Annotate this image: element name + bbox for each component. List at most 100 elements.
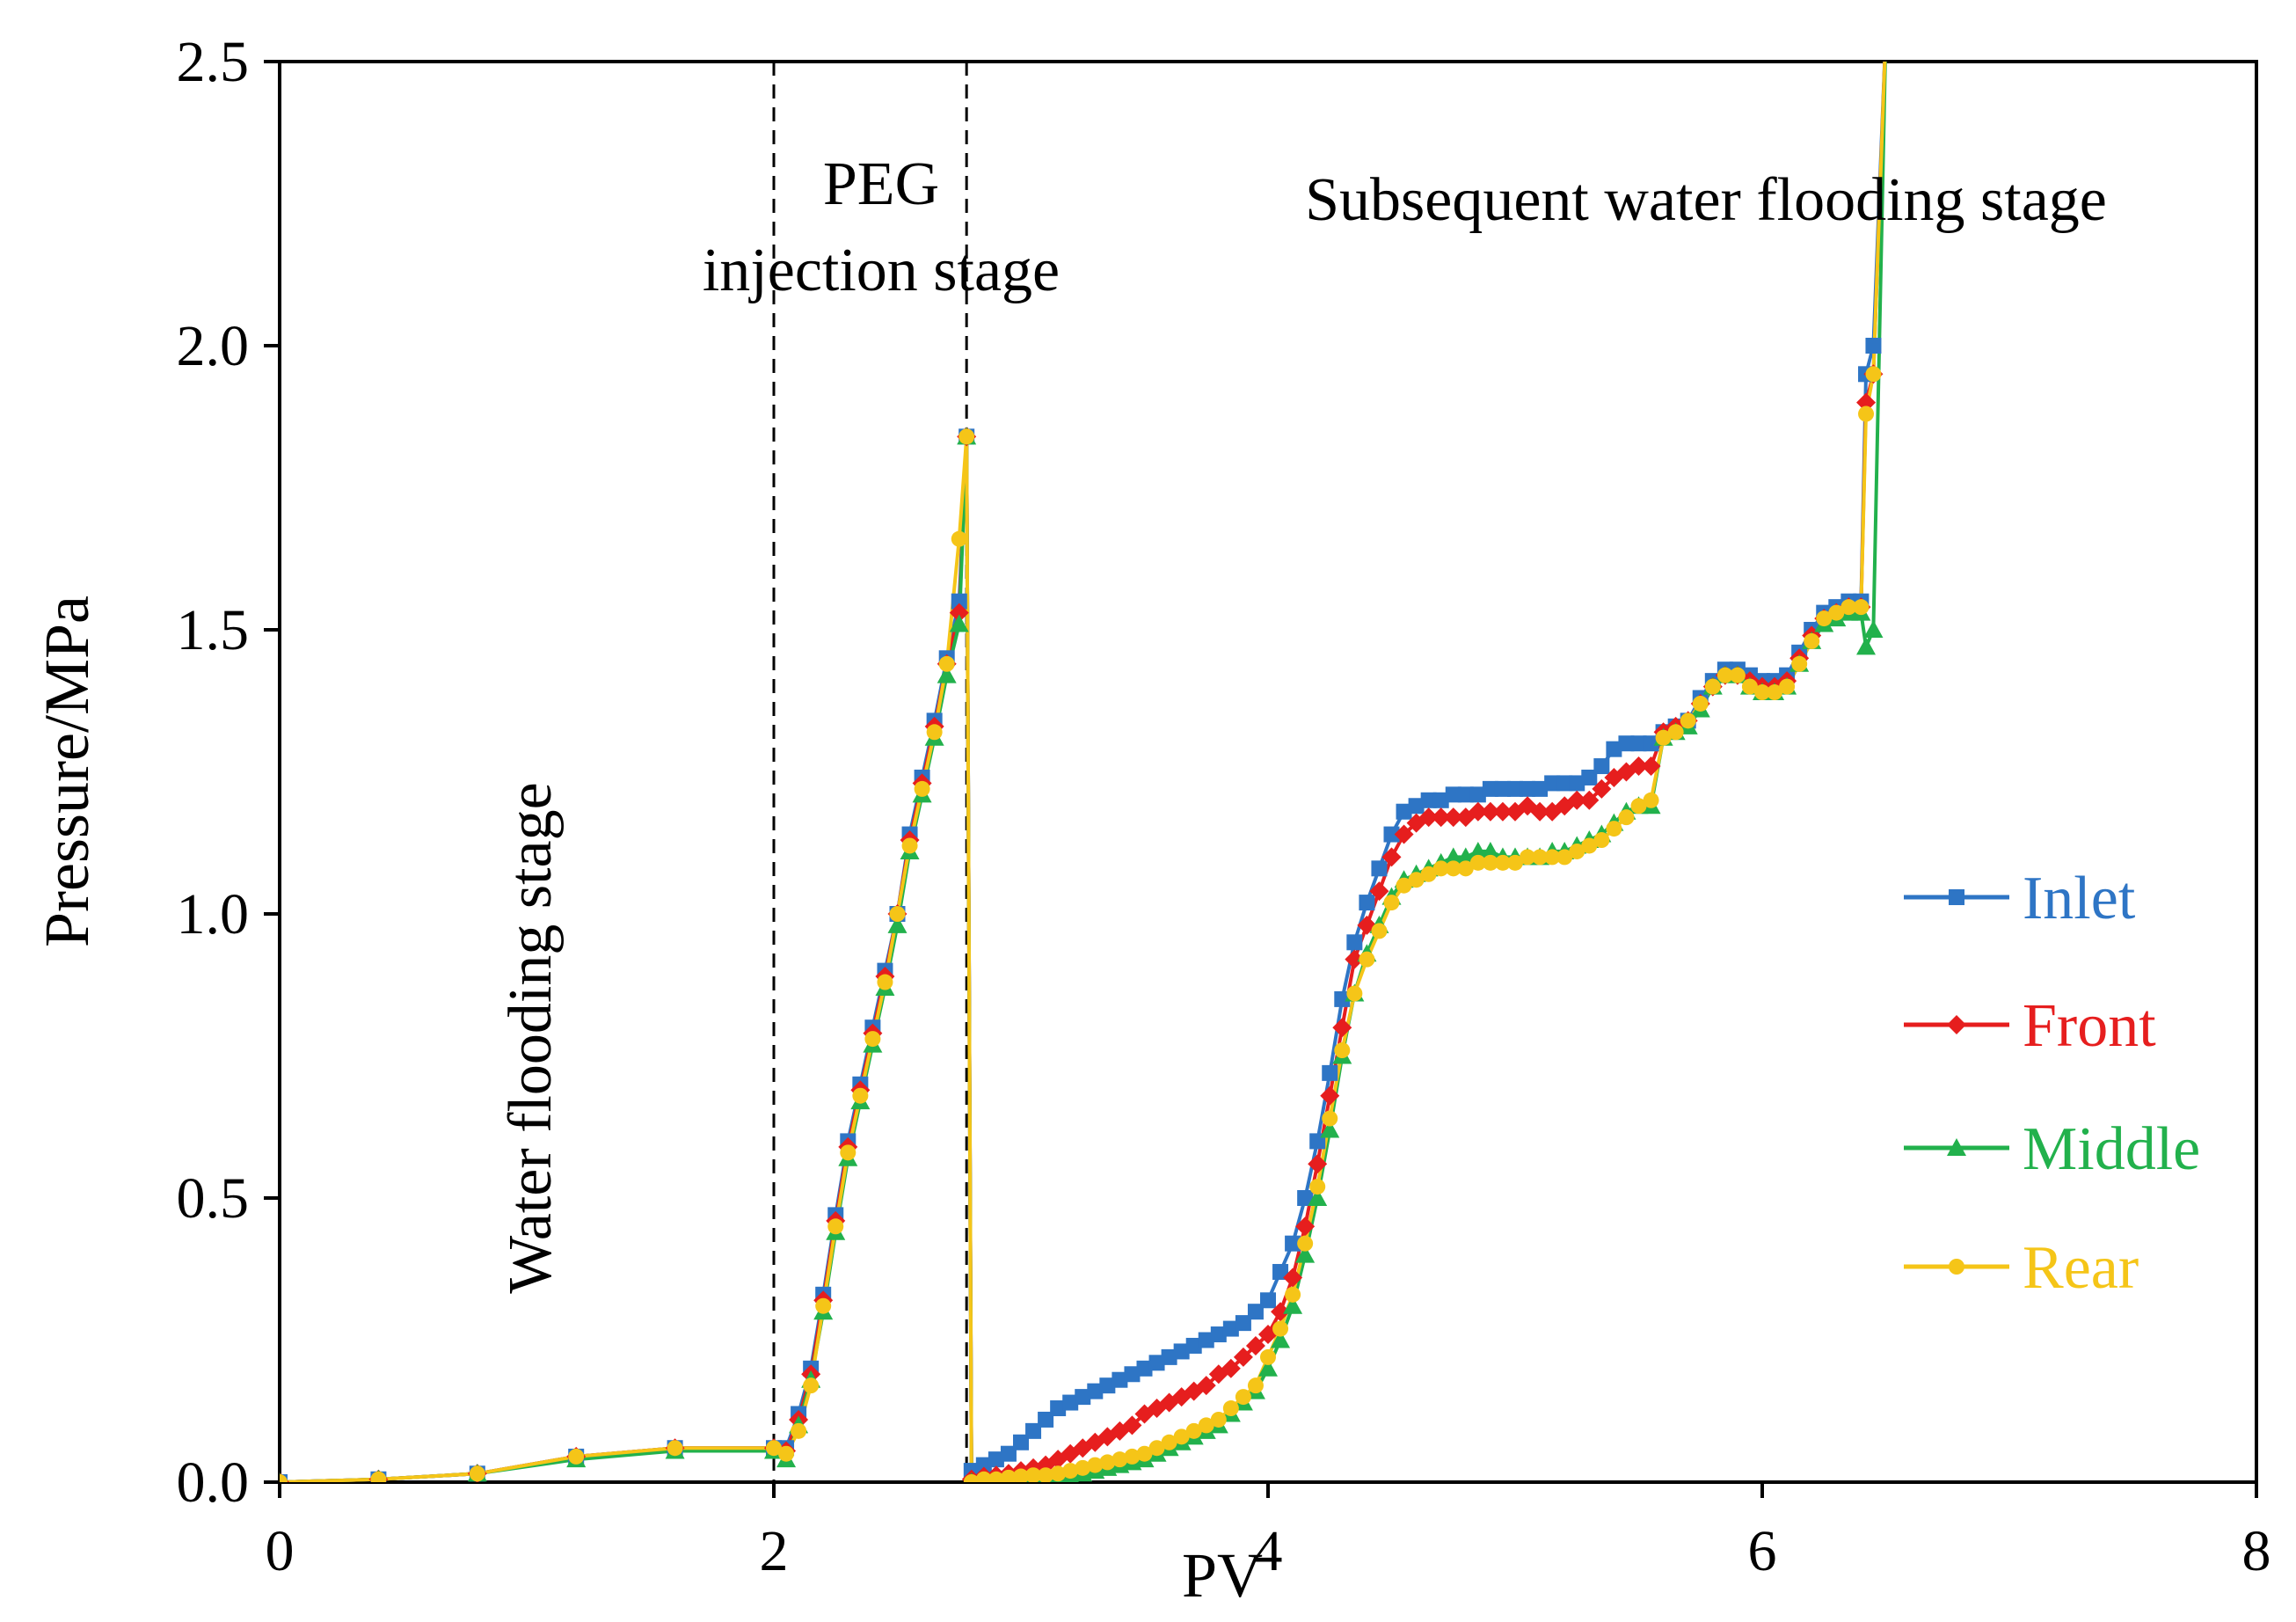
point-rear-67 [1520,849,1536,866]
x-tick-label-3: 6 [1748,1519,1777,1583]
point-rear-77 [1643,792,1659,808]
point-rear-35 [1124,1448,1141,1465]
point-inlet-60 [1432,792,1449,808]
point-inlet-96 [1865,338,1882,354]
point-rear-33 [1099,1454,1116,1471]
point-rear-62 [1457,860,1474,877]
point-middle-63 [1468,841,1488,859]
point-rear-12 [852,1087,869,1104]
point-rear-49 [1297,1235,1314,1252]
annotation-subsequent-water-flooding: Subsequent water flooding stage [1305,166,2107,234]
series-markers [280,338,1884,1482]
point-front-41 [1196,1376,1216,1396]
point-front-60 [1431,807,1451,828]
point-rear-82 [1704,678,1721,695]
point-inlet-25 [1000,1445,1017,1462]
point-rear-23 [975,1471,992,1482]
annotation-water-flooding: Water flooding stage [497,782,565,1293]
point-middle-19 [937,665,957,683]
point-inlet-49 [1297,1190,1314,1206]
point-rear-61 [1445,860,1461,877]
point-inlet-70 [1556,775,1573,792]
point-rear-7 [791,1422,807,1439]
point-rear-52 [1334,1042,1351,1059]
point-middle-50 [1308,1188,1328,1206]
point-rear-29 [1050,1465,1067,1482]
point-inlet-38 [1161,1348,1177,1365]
legend-marker-rear [1949,1259,1964,1275]
point-inlet-51 [1322,1064,1338,1081]
point-rear-91 [1816,610,1833,627]
point-inlet-68 [1532,780,1549,797]
point-middle-64 [1480,841,1500,859]
point-rear-28 [1038,1467,1054,1482]
point-rear-84 [1729,667,1746,683]
point-rear-45 [1247,1377,1264,1394]
point-rear-64 [1482,854,1498,871]
point-rear-19 [938,655,955,672]
legend-label-front: Front [2023,992,2156,1060]
point-inlet-39 [1173,1343,1190,1360]
point-inlet-56 [1383,826,1400,843]
point-rear-53 [1346,985,1363,1002]
point-rear-10 [827,1218,844,1235]
point-rear-89 [1791,655,1808,672]
point-rear-55 [1371,923,1388,939]
point-inlet-58 [1408,798,1425,815]
point-front-76 [1629,756,1649,777]
point-middle-51 [1320,1120,1340,1138]
point-rear-51 [1322,1110,1338,1127]
point-rear-54 [1359,951,1375,968]
point-rear-96 [1865,366,1882,383]
point-middle-47 [1271,1330,1291,1348]
point-rear-17 [914,780,930,797]
point-front-61 [1443,807,1463,828]
point-rear-6 [778,1445,795,1462]
point-front-20 [949,603,969,623]
point-rear-13 [864,1031,881,1048]
point-front-49 [1295,1216,1316,1237]
point-rear-15 [889,906,906,922]
y-tick-label-1: 0.5 [177,1166,250,1231]
point-front-47 [1271,1302,1291,1322]
point-inlet-48 [1285,1235,1301,1252]
point-rear-78 [1655,729,1672,746]
point-front-73 [1592,778,1612,799]
point-inlet-42 [1210,1326,1227,1343]
point-rear-63 [1469,854,1486,871]
point-front-71 [1567,790,1587,810]
point-inlet-37 [1148,1355,1165,1371]
point-middle-46 [1258,1358,1278,1377]
y-axis-title: Pressure/MPa [32,595,102,947]
point-inlet-47 [1272,1263,1289,1280]
legend-label-middle: Middle [2023,1115,2200,1183]
point-inlet-36 [1136,1360,1153,1377]
point-front-50 [1308,1154,1328,1174]
point-rear-81 [1692,695,1709,712]
point-rear-0 [280,1474,288,1482]
point-inlet-24 [988,1451,1004,1468]
point-inlet-54 [1359,895,1375,911]
legend-marker-inlet [1949,889,1964,905]
legend-marker-middle [1947,1138,1966,1156]
point-inlet-75 [1618,735,1635,752]
point-rear-44 [1235,1389,1251,1406]
point-inlet-61 [1445,786,1461,803]
x-tick-label-1: 2 [760,1519,789,1583]
point-inlet-57 [1396,803,1412,820]
point-middle-48 [1283,1296,1303,1314]
x-tick-label-0: 0 [266,1519,295,1583]
point-inlet-72 [1581,769,1598,785]
point-rear-43 [1222,1400,1239,1417]
y-tick-label-4: 2.0 [177,314,250,378]
point-inlet-46 [1260,1292,1276,1309]
x-tick-label-2: 4 [1254,1519,1283,1583]
point-rear-9 [815,1297,832,1314]
point-rear-94 [1853,599,1870,616]
point-inlet-59 [1420,792,1437,808]
point-inlet-28 [1038,1411,1054,1428]
point-rear-46 [1260,1348,1276,1365]
point-rear-3 [568,1448,585,1465]
